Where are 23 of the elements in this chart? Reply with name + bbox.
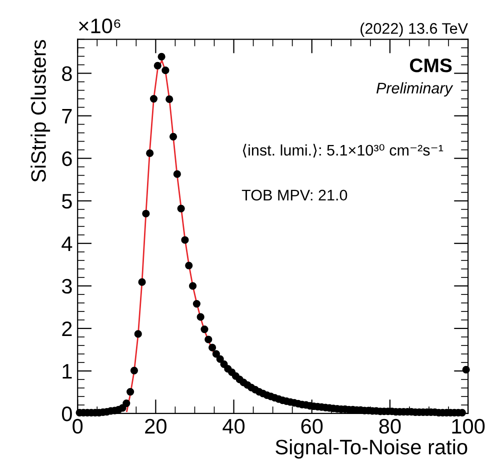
y-tick-label: 7 (62, 109, 72, 124)
annotation: Preliminary (376, 82, 454, 97)
y-tick-label: 1 (62, 364, 72, 379)
annotation: TOB MPV: 21.0 (242, 190, 348, 201)
x-tick-label: 20 (145, 418, 166, 434)
y-tick-label: 8 (62, 66, 72, 82)
text: ×10⁶ (79, 18, 120, 34)
chart-title: (2022) 13.6 TeV (360, 22, 468, 37)
y-tick-label: 4 (62, 236, 72, 251)
y-tick-label: 2 (62, 321, 72, 336)
y-tick-label: 3 (62, 278, 72, 294)
y-tick-label: 6 (62, 151, 72, 166)
annotation: ⟨inst. lumi.⟩: 5.1×10³⁰ cm⁻²s⁻¹ (242, 144, 444, 158)
x-axis-title: Signal-To-Noise ratio (276, 439, 468, 459)
y-tick-label: 0 (62, 406, 72, 422)
x-tick-label: 60 (301, 418, 323, 434)
x-tick-label: 40 (222, 418, 245, 434)
annotation: CMS (410, 58, 452, 72)
x-tick-label: 100 (452, 418, 485, 434)
y-tick-label: 5 (62, 194, 72, 209)
x-tick-label: 80 (379, 418, 401, 434)
y-axis-title: SiStrip Clusters (30, 40, 50, 182)
x-tick-label: 0 (72, 418, 83, 434)
